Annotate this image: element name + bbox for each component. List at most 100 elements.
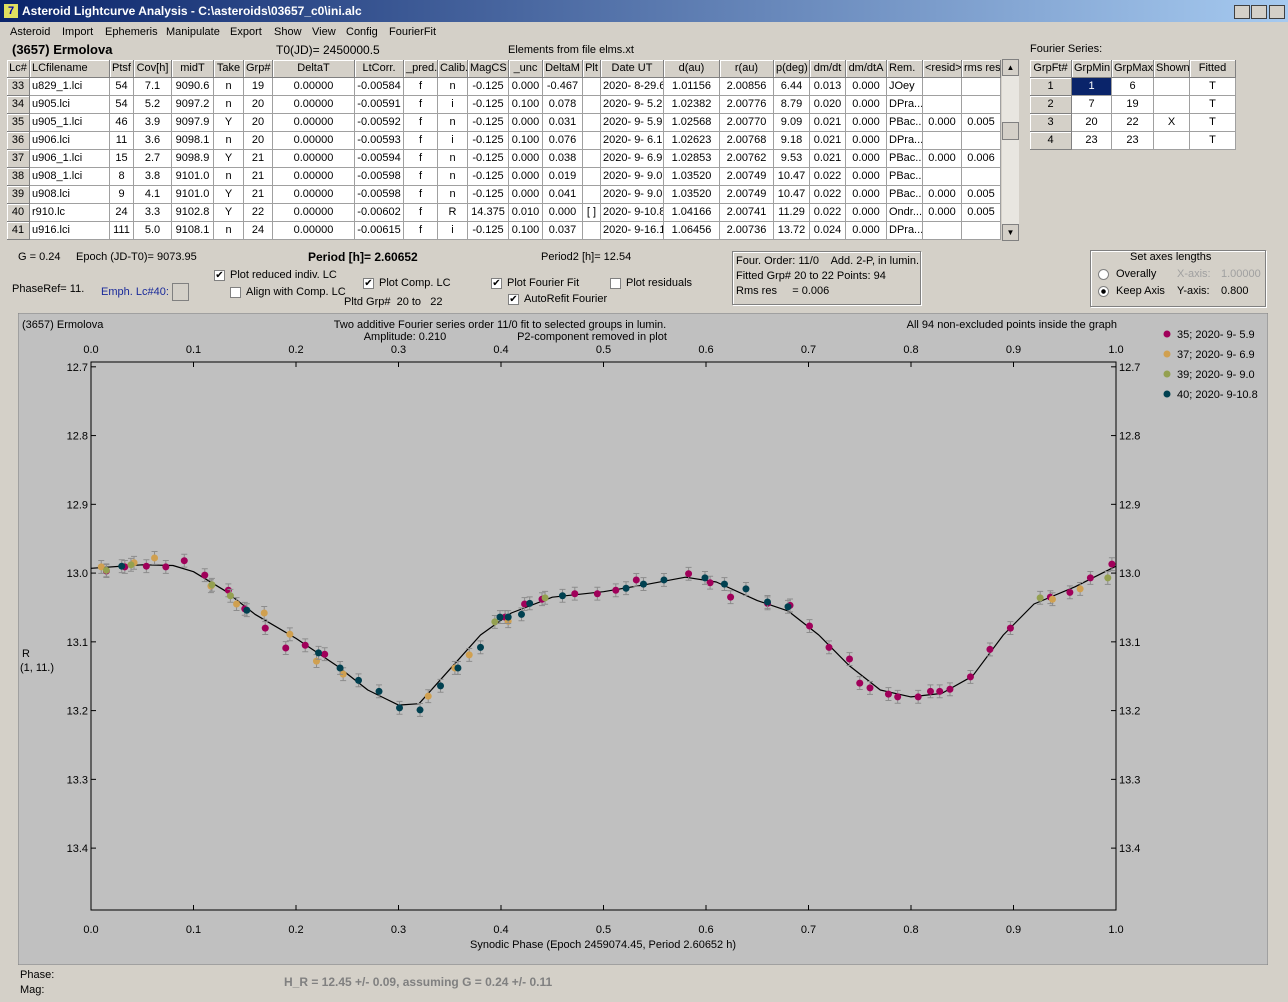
table-cell[interactable]: 19 <box>244 78 273 96</box>
table-cell[interactable]: 0.000 <box>846 186 887 204</box>
table-cell[interactable]: i <box>438 222 468 240</box>
table-cell[interactable]: 0.000 <box>509 78 543 96</box>
table-cell[interactable]: 0.000 <box>923 186 962 204</box>
table-cell[interactable]: -0.467 <box>543 78 583 96</box>
checkbox[interactable]: ✔ <box>491 278 502 289</box>
table-cell[interactable]: -0.00584 <box>355 78 404 96</box>
table-cell[interactable]: n <box>438 186 468 204</box>
table-cell[interactable]: 54 <box>110 78 134 96</box>
table-cell[interactable]: 0.000 <box>846 96 887 114</box>
table-cell[interactable]: DPra... <box>887 222 923 240</box>
table-cell[interactable]: 0.038 <box>543 150 583 168</box>
table-cell[interactable]: 0.000 <box>543 204 583 222</box>
table-cell[interactable]: n <box>438 168 468 186</box>
table-cell[interactable]: PBac... <box>887 114 923 132</box>
table-cell[interactable]: 9108.1 <box>172 222 214 240</box>
table-cell[interactable]: 4.1 <box>134 186 172 204</box>
table-cell[interactable]: 0.00000 <box>273 204 355 222</box>
table-cell[interactable]: 0.022 <box>810 186 846 204</box>
table-cell[interactable]: u905_1.lci <box>30 114 110 132</box>
table-cell[interactable]: 2.00770 <box>720 114 774 132</box>
table-cell[interactable]: 0.000 <box>846 168 887 186</box>
table-cell[interactable]: n <box>214 96 244 114</box>
table-cell[interactable]: 9.18 <box>774 132 810 150</box>
table-cell[interactable]: 3.6 <box>134 132 172 150</box>
fourier-cell[interactable] <box>1154 96 1190 114</box>
fourier-cell[interactable] <box>1154 132 1190 150</box>
table-cell[interactable]: u908.lci <box>30 186 110 204</box>
table-cell[interactable]: i <box>438 96 468 114</box>
table-cell[interactable]: 9097.2 <box>172 96 214 114</box>
table-cell[interactable]: 0.000 <box>923 204 962 222</box>
table-cell[interactable]: 21 <box>244 168 273 186</box>
table-cell[interactable]: 2020- 9- 9.0 <box>601 186 664 204</box>
table-cell[interactable]: 46 <box>110 114 134 132</box>
table-cell[interactable]: 2020- 8-29.6 <box>601 78 664 96</box>
table-cell[interactable]: 3.3 <box>134 204 172 222</box>
table-cell[interactable]: 9.09 <box>774 114 810 132</box>
table-cell[interactable] <box>962 222 1001 240</box>
table-cell[interactable]: 8.79 <box>774 96 810 114</box>
table-cell[interactable]: u829_1.lci <box>30 78 110 96</box>
minimize-button[interactable] <box>1234 5 1250 19</box>
fourier-cell[interactable]: 23 <box>1072 132 1112 150</box>
table-cell[interactable]: [ ] <box>583 204 601 222</box>
table-cell[interactable]: 0.000 <box>846 222 887 240</box>
table-cell[interactable]: 3.9 <box>134 114 172 132</box>
radio[interactable] <box>1098 269 1109 280</box>
table-cell[interactable]: -0.125 <box>468 168 509 186</box>
table-cell[interactable]: 2.00741 <box>720 204 774 222</box>
menu-item[interactable]: Import <box>62 26 94 38</box>
table-cell[interactable]: u908_1.lci <box>30 168 110 186</box>
table-cell[interactable]: u916.lci <box>30 222 110 240</box>
table-cell[interactable]: Ondr... <box>887 204 923 222</box>
table-cell[interactable]: f <box>404 114 438 132</box>
table-cell[interactable]: 2.00768 <box>720 132 774 150</box>
table-cell[interactable]: 9101.0 <box>172 186 214 204</box>
table-cell[interactable]: 15 <box>110 150 134 168</box>
fourier-cell[interactable]: 1 <box>1072 78 1112 96</box>
table-cell[interactable]: n <box>214 168 244 186</box>
table-cell[interactable]: f <box>404 96 438 114</box>
maximize-button[interactable] <box>1251 5 1267 19</box>
table-cell[interactable]: -0.125 <box>468 150 509 168</box>
table-cell[interactable] <box>923 96 962 114</box>
table-cell[interactable]: 2.00762 <box>720 150 774 168</box>
table-cell[interactable]: 11.29 <box>774 204 810 222</box>
fourier-cell[interactable]: 4 <box>1030 132 1072 150</box>
table-cell[interactable]: 0.000 <box>846 114 887 132</box>
table-cell[interactable]: 0.006 <box>962 150 1001 168</box>
table-cell[interactable]: 2.00776 <box>720 96 774 114</box>
table-cell[interactable]: u906_1.lci <box>30 150 110 168</box>
table-cell[interactable]: PBac... <box>887 168 923 186</box>
table-cell[interactable]: 34 <box>7 96 30 114</box>
spinner[interactable] <box>172 283 189 301</box>
table-cell[interactable] <box>583 186 601 204</box>
table-cell[interactable]: 9090.6 <box>172 78 214 96</box>
table-cell[interactable]: -0.125 <box>468 222 509 240</box>
table-cell[interactable] <box>583 96 601 114</box>
scroll-thumb[interactable] <box>1002 122 1019 140</box>
fourier-cell[interactable]: 3 <box>1030 114 1072 132</box>
checkbox[interactable] <box>230 287 241 298</box>
table-cell[interactable]: -0.00594 <box>355 150 404 168</box>
table-cell[interactable]: 21 <box>244 186 273 204</box>
fourier-cell[interactable]: T <box>1190 114 1236 132</box>
table-cell[interactable]: PBac... <box>887 150 923 168</box>
table-cell[interactable]: -0.125 <box>468 78 509 96</box>
table-cell[interactable]: 0.000 <box>923 114 962 132</box>
table-cell[interactable]: 6.44 <box>774 78 810 96</box>
table-cell[interactable]: n <box>438 114 468 132</box>
table-cell[interactable]: 0.076 <box>543 132 583 150</box>
table-cell[interactable]: 0.005 <box>962 186 1001 204</box>
table-cell[interactable]: 41 <box>7 222 30 240</box>
menu-item[interactable]: FourierFit <box>389 26 437 38</box>
table-cell[interactable]: 2020- 9- 9.0 <box>601 168 664 186</box>
fourier-cell[interactable]: X <box>1154 114 1190 132</box>
scrollbar[interactable] <box>1002 59 1019 241</box>
table-cell[interactable] <box>923 132 962 150</box>
table-cell[interactable]: n <box>214 132 244 150</box>
table-cell[interactable]: 8 <box>110 168 134 186</box>
table-cell[interactable]: -0.00592 <box>355 114 404 132</box>
table-cell[interactable] <box>583 168 601 186</box>
